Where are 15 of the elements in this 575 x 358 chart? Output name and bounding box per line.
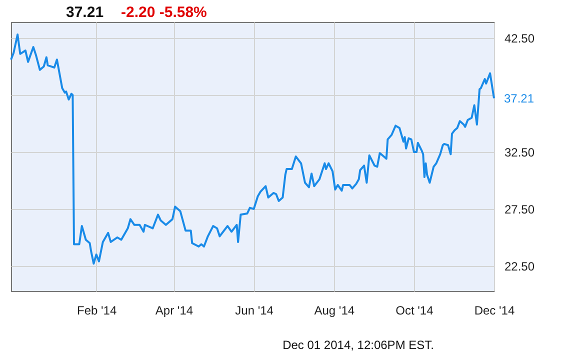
- chart-title: 37.21: [66, 4, 104, 21]
- line-series: [10, 34, 495, 265]
- annotation: 37.21: [504, 91, 534, 106]
- x-tick-label: Oct '14: [396, 304, 434, 318]
- x-tick-label: Feb '14: [76, 304, 117, 318]
- y-tick-label: 27.50: [504, 202, 535, 216]
- y-tick-label: 42.50: [504, 31, 535, 46]
- x-tick-label: Apr '14: [155, 304, 194, 318]
- chart-subtitle: -2.20 -5.58%: [121, 4, 207, 21]
- y-tick-label: 22.50: [504, 259, 535, 274]
- text: Dec 01 2014, 12:06PM EST.: [282, 338, 434, 352]
- y-tick-label: 32.50: [504, 145, 535, 160]
- x-tick-label: Aug '14: [314, 304, 355, 318]
- x-tick-label: Dec '14: [474, 304, 515, 318]
- x-tick-label: Jun '14: [235, 304, 274, 318]
